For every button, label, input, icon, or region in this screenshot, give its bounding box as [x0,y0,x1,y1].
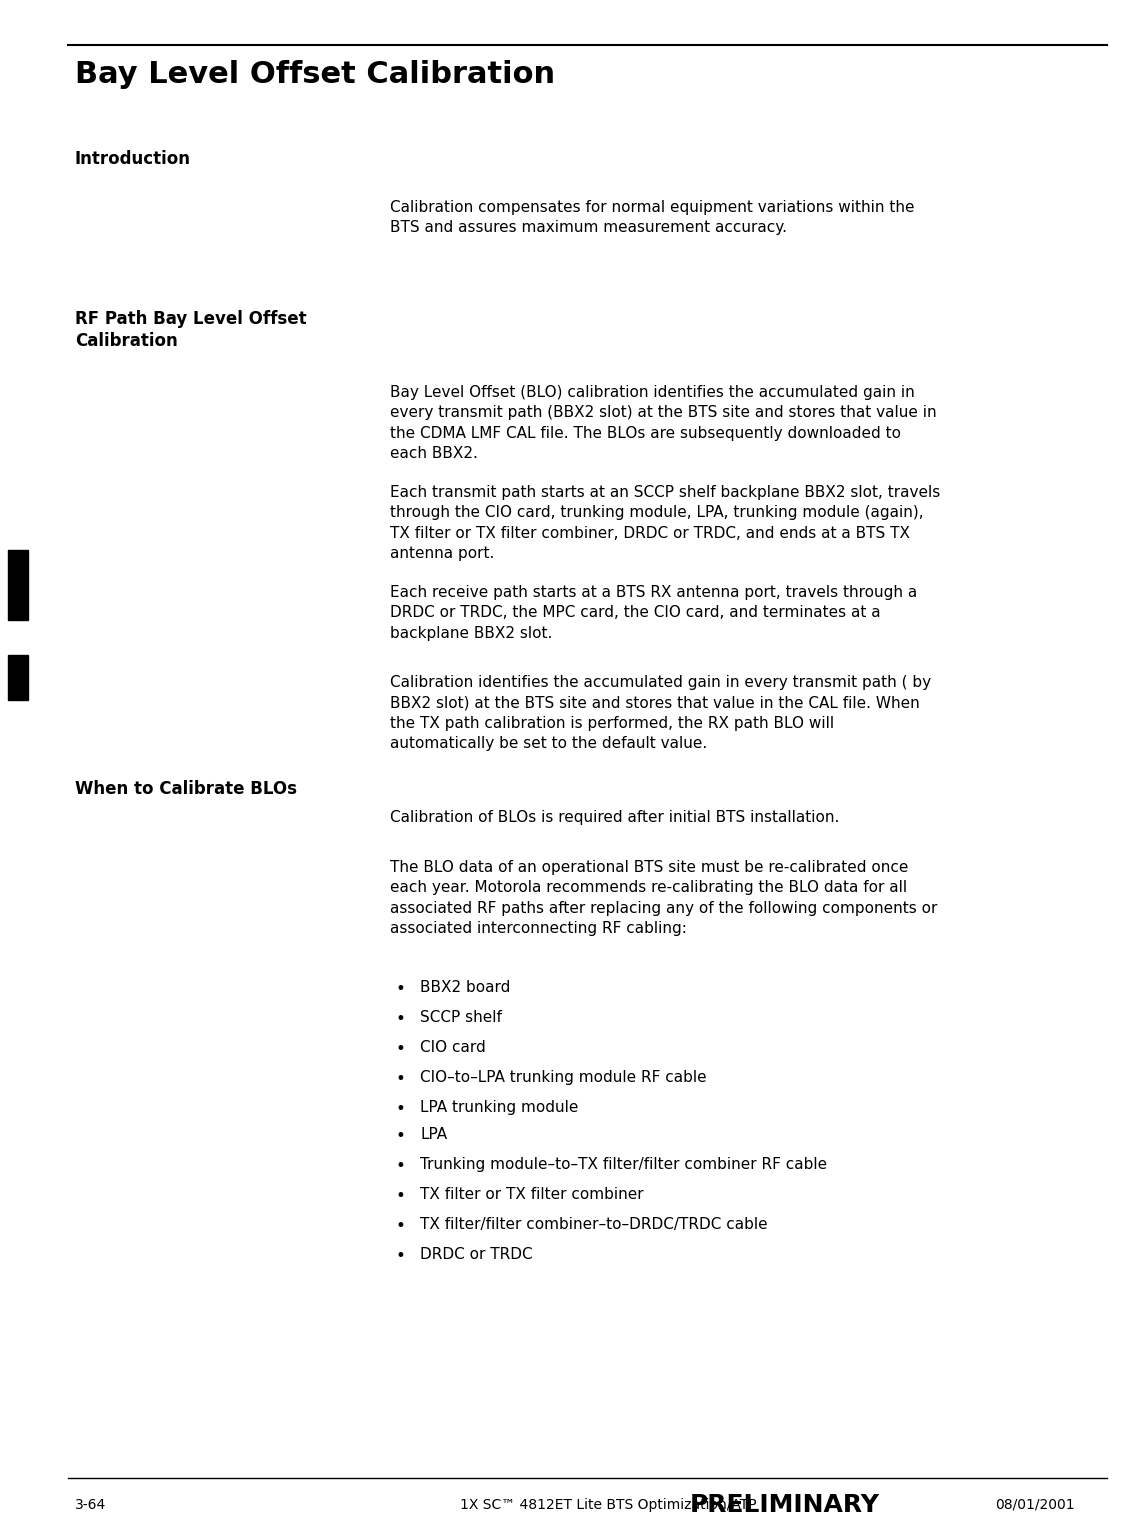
Text: LPA: LPA [420,1127,447,1143]
Text: SCCP shelf: SCCP shelf [420,1010,502,1026]
Text: Calibration of BLOs is required after initial BTS installation.: Calibration of BLOs is required after in… [390,810,840,825]
Text: Introduction: Introduction [75,149,191,168]
Text: 08/01/2001: 08/01/2001 [995,1498,1075,1512]
Text: •: • [395,1187,405,1204]
Text: •: • [395,1010,405,1029]
Text: CIO–to–LPA trunking module RF cable: CIO–to–LPA trunking module RF cable [420,1070,706,1086]
Text: •: • [395,1217,405,1235]
Text: TX filter or TX filter combiner: TX filter or TX filter combiner [420,1187,644,1203]
Text: 3-64: 3-64 [75,1498,106,1512]
Text: •: • [395,1040,405,1058]
Text: Trunking module–to–TX filter/filter combiner RF cable: Trunking module–to–TX filter/filter comb… [420,1157,827,1172]
Bar [8,550,29,621]
Bar [8,654,29,701]
Text: PRELIMINARY: PRELIMINARY [690,1492,880,1517]
Text: Each receive path starts at a BTS RX antenna port, travels through a
DRDC or TRD: Each receive path starts at a BTS RX ant… [390,585,917,641]
Text: RF Path Bay Level Offset
Calibration: RF Path Bay Level Offset Calibration [75,310,307,350]
Text: Bay Level Offset (BLO) calibration identifies the accumulated gain in
every tran: Bay Level Offset (BLO) calibration ident… [390,385,937,460]
Text: •: • [395,1247,405,1264]
Text: BBX2 board: BBX2 board [420,979,510,995]
Text: •: • [395,1127,405,1146]
Text: CIO card: CIO card [420,1040,486,1055]
Text: •: • [395,1157,405,1175]
Text: LPA trunking module: LPA trunking module [420,1100,578,1115]
Text: The BLO data of an operational BTS site must be re-calibrated once
each year. Mo: The BLO data of an operational BTS site … [390,859,938,936]
Text: •: • [395,1070,405,1087]
Text: Calibration identifies the accumulated gain in every transmit path ( by
BBX2 slo: Calibration identifies the accumulated g… [390,675,931,752]
Text: Each transmit path starts at an SCCP shelf backplane BBX2 slot, travels
through : Each transmit path starts at an SCCP she… [390,485,940,561]
Text: Calibration compensates for normal equipment variations within the
BTS and assur: Calibration compensates for normal equip… [390,200,914,236]
Text: DRDC or TRDC: DRDC or TRDC [420,1247,533,1261]
Text: •: • [395,979,405,998]
Text: When to Calibrate BLOs: When to Calibrate BLOs [75,779,297,798]
Text: •: • [395,1100,405,1118]
Text: 1X SC™ 4812ET Lite BTS Optimization/ATP: 1X SC™ 4812ET Lite BTS Optimization/ATP [460,1498,756,1512]
Text: Bay Level Offset Calibration: Bay Level Offset Calibration [75,60,556,89]
Text: 3: 3 [15,570,30,590]
Text: TX filter/filter combiner–to–DRDC/TRDC cable: TX filter/filter combiner–to–DRDC/TRDC c… [420,1217,768,1232]
